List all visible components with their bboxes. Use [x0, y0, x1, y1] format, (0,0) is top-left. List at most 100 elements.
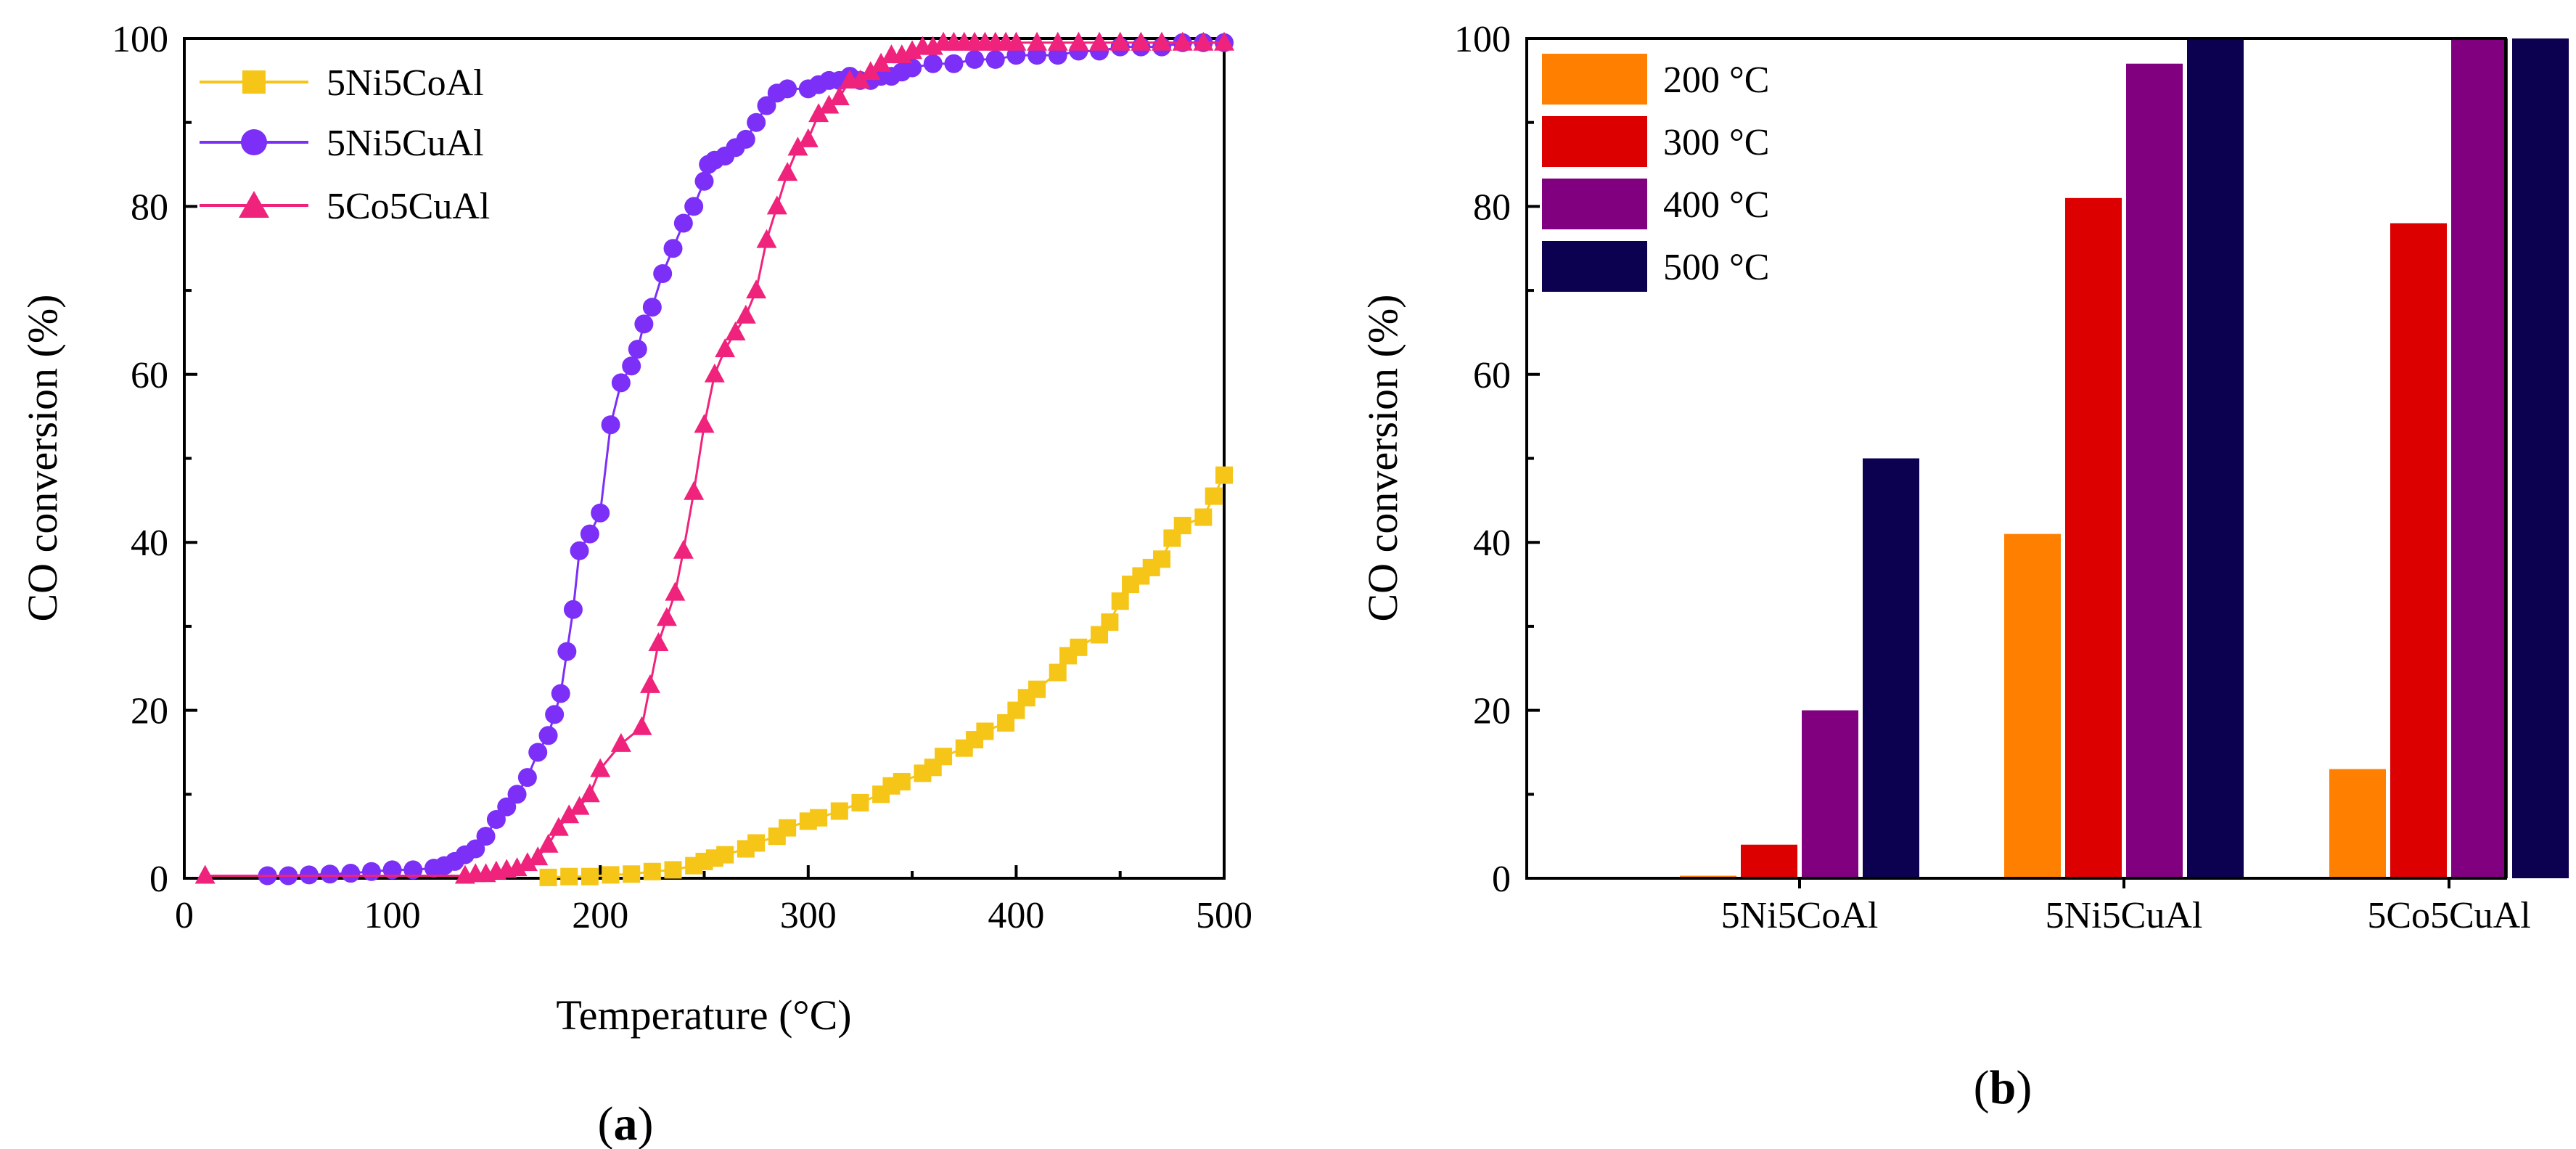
data-point-5co5cual — [1047, 31, 1068, 51]
data-point-5ni5coal — [851, 793, 869, 811]
legend-marker-5ni5coal — [242, 70, 266, 94]
bar-5ni5cual-200-c — [2004, 533, 2061, 878]
data-point-5co5cual — [648, 632, 669, 652]
bar-5ni5coal-400-c — [1802, 710, 1858, 878]
data-point-5ni5cual — [923, 54, 943, 73]
legend-marker-5co5cual — [239, 191, 269, 218]
panel-b-label-close: ) — [2016, 1061, 2032, 1114]
series-line-5ni5cual — [267, 41, 1224, 878]
legend-label-200c: 200 °C — [1663, 60, 1769, 101]
legend-label-5ni5coal: 5Ni5CoAl — [327, 62, 484, 104]
panel-a-series — [194, 31, 1234, 886]
data-point-5co5cual — [506, 857, 528, 877]
data-point-5co5cual — [808, 103, 829, 123]
panel-b-legend: 200 °C 300 °C 400 °C 500 °C — [1542, 54, 1769, 292]
legend-swatch-500c — [1542, 241, 1647, 292]
series-5ni5coal — [539, 466, 1233, 886]
panel-a-legend: 5Ni5CoAl 5Ni5CuAl 5Co5CuAl — [200, 62, 490, 227]
data-point-5co5cual — [1068, 31, 1089, 51]
data-point-5ni5cual — [361, 862, 381, 881]
data-point-5co5cual — [704, 363, 725, 383]
data-point-5ni5coal — [643, 862, 661, 880]
data-point-5co5cual — [725, 321, 746, 340]
data-point-5co5cual — [610, 732, 631, 752]
data-point-5co5cual — [559, 804, 580, 824]
panel-a-y-axis-title: CO conversion (%) — [19, 294, 66, 621]
legend-item-5ni5coal: 5Ni5CoAl — [200, 62, 484, 104]
legend-swatch-300c — [1542, 116, 1647, 167]
data-point-5ni5coal — [1205, 487, 1223, 505]
data-point-5co5cual — [715, 338, 736, 358]
panel-a-ticks: 0 100 200 300 400 500 0 20 40 60 80 100 — [112, 19, 1252, 936]
data-point-5co5cual — [694, 414, 715, 433]
bar-5co5cual-200-c — [2329, 769, 2386, 878]
data-point-5ni5cual — [634, 314, 654, 334]
data-point-5ni5coal — [893, 772, 911, 790]
panel-b-ticks: 0 20 40 60 80 100 5Ni5CoAl 5Ni5CuAl 5Co5CuAl — [1454, 19, 2531, 936]
data-point-5ni5coal — [716, 846, 734, 864]
data-point-5co5cual — [639, 674, 660, 693]
data-point-5ni5coal — [664, 861, 682, 879]
data-point-5ni5cual — [528, 743, 548, 762]
data-point-5co5cual — [1214, 31, 1234, 51]
panel-a-x-tick-label-0: 0 — [175, 895, 194, 936]
data-point-5co5cual — [829, 86, 850, 105]
data-point-5ni5cual — [507, 785, 527, 804]
data-point-5co5cual — [1027, 31, 1048, 51]
data-point-5ni5cual — [476, 827, 496, 846]
data-point-5ni5cual — [642, 298, 662, 317]
legend-label-300c: 300 °C — [1663, 122, 1769, 163]
data-point-5co5cual — [1172, 31, 1193, 51]
data-point-5ni5coal — [1215, 466, 1233, 484]
legend-label-400c: 400 °C — [1663, 184, 1769, 226]
data-point-5ni5coal — [1173, 517, 1191, 535]
data-point-5ni5coal — [810, 809, 828, 827]
panel-a-x-axis-title: Temperature (°C) — [556, 991, 851, 1039]
data-point-5ni5coal — [747, 834, 766, 852]
data-point-5ni5cual — [545, 705, 565, 724]
data-point-5ni5coal — [581, 867, 599, 886]
data-point-5co5cual — [735, 304, 756, 324]
series-5co5cual — [194, 31, 1234, 884]
panel-b-y-tick-label-40: 40 — [1473, 523, 1511, 564]
data-point-5co5cual — [538, 833, 559, 853]
data-point-5co5cual — [656, 607, 677, 626]
panel-b-y-tick-label-60: 60 — [1473, 355, 1511, 396]
panel-a-x-tick-label-500: 500 — [1196, 895, 1252, 936]
legend-item-5co5cual: 5Co5CuAl — [200, 186, 490, 227]
panel-b-x-tick-label-5ni5coal: 5Ni5CoAl — [1721, 895, 1879, 936]
data-point-5ni5cual — [557, 642, 577, 661]
data-point-5co5cual — [1006, 31, 1027, 51]
bar-5ni5cual-400-c — [2126, 63, 2183, 879]
data-point-5ni5coal — [1049, 663, 1067, 682]
data-point-5ni5cual — [466, 839, 485, 859]
data-point-5co5cual — [590, 758, 611, 777]
data-point-5co5cual — [631, 716, 652, 735]
panel-a-label: (a) — [598, 1097, 654, 1149]
panel-b-label-letter: b — [1990, 1061, 2017, 1114]
data-point-5ni5coal — [779, 819, 797, 837]
data-point-5ni5cual — [757, 96, 776, 115]
data-point-5co5cual — [756, 229, 777, 248]
panel-a-x-tick-label-400: 400 — [988, 895, 1044, 936]
panel-a-line-chart: 0 100 200 300 400 500 0 20 40 60 80 100 5Ni5CoAl 5N… — [19, 19, 1252, 1149]
data-point-5ni5coal — [1028, 680, 1046, 698]
panel-b-bar-chart: 0 20 40 60 80 100 5Ni5CoAl 5Ni5CuAl 5Co5CuAl 200… — [1359, 19, 2569, 1114]
data-point-5ni5cual — [497, 797, 517, 817]
panel-b-label-open: ( — [1974, 1061, 1990, 1114]
panel-b-y-tick-label-100: 100 — [1454, 19, 1511, 60]
data-point-5ni5cual — [341, 864, 361, 883]
panel-a-y-tick-label-0: 0 — [149, 859, 168, 900]
data-point-5ni5cual — [486, 810, 506, 830]
panel-a-y-tick-label-40: 40 — [131, 523, 168, 564]
data-point-5co5cual — [766, 195, 787, 215]
data-point-5co5cual — [746, 279, 767, 299]
data-point-5ni5cual — [517, 768, 537, 788]
data-point-5co5cual — [673, 539, 694, 559]
data-point-5ni5coal — [623, 865, 641, 883]
data-point-5ni5coal — [1153, 550, 1171, 568]
data-point-5ni5cual — [538, 726, 558, 745]
data-point-5ni5coal — [560, 867, 578, 886]
data-point-5ni5cual — [320, 864, 340, 884]
data-point-5co5cual — [850, 69, 871, 89]
